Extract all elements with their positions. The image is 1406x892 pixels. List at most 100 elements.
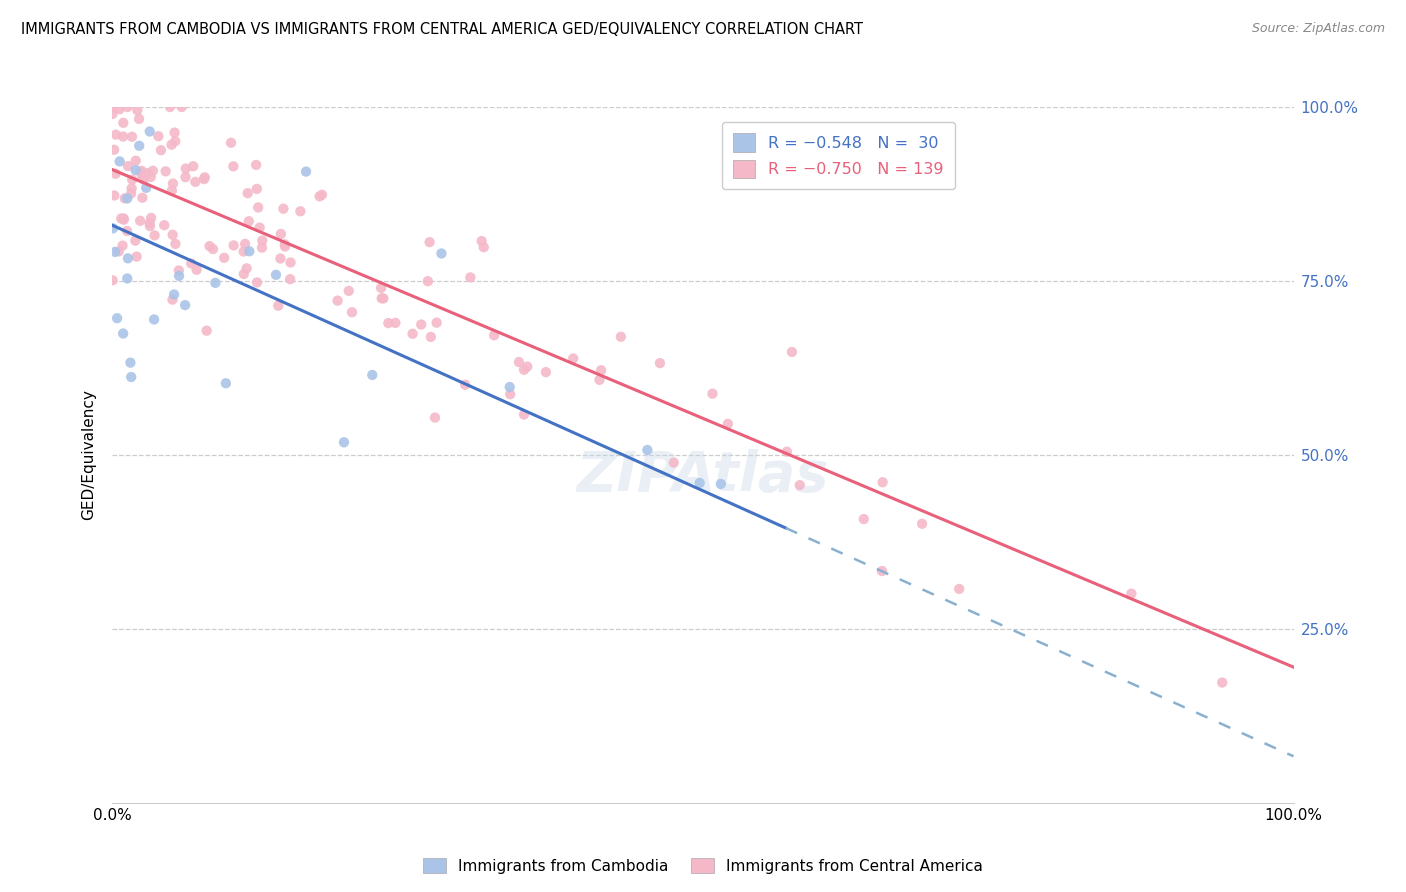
Point [636,442,658,457]
Point [125,250,148,264]
Point [326,293,349,308]
Point [141,211,163,225]
Point [159,100,181,114]
Text: Source: ZipAtlas.com: Source: ZipAtlas.com [1251,22,1385,36]
Point [165,134,187,148]
Text: ZIPAtlas: ZIPAtlas [576,449,830,503]
Point [108,102,131,116]
Point [128,138,150,153]
Point [246,182,269,196]
Point [186,262,208,277]
Point [245,158,267,172]
Point [128,112,150,126]
Point [108,154,131,169]
Point [273,202,295,216]
Point [1121,587,1143,601]
Point [534,365,557,379]
Point [269,252,291,266]
Point [426,316,449,330]
Point [138,216,160,230]
Point [148,129,170,144]
Point [103,188,125,202]
Point [222,238,245,252]
Point [591,363,613,377]
Point [114,191,136,205]
Point [311,187,333,202]
Point [460,270,482,285]
Point [204,276,226,290]
Point [419,235,441,249]
Point [155,164,177,178]
Point [136,166,159,180]
Point [153,218,176,232]
Point [110,211,132,226]
Point [117,100,139,114]
Point [143,312,166,326]
Point [872,475,894,490]
Point [111,238,134,252]
Point [198,239,221,253]
Point [129,166,152,180]
Point [163,287,186,301]
Point [127,103,149,117]
Point [117,271,139,285]
Point [174,161,197,176]
Point [370,281,392,295]
Point [411,318,433,332]
Point [131,191,153,205]
Point [513,408,536,422]
Point [274,239,297,253]
Point [142,163,165,178]
Point [167,263,190,277]
Point [780,345,803,359]
Point [337,284,360,298]
Point [252,234,274,248]
Point [104,167,127,181]
Point [170,100,193,114]
Point [139,219,162,233]
Point [236,186,259,201]
Point [180,256,202,270]
Point [117,252,139,266]
Point [160,184,183,198]
Point [416,274,439,288]
Point [238,214,260,228]
Point [247,201,270,215]
Legend: R = −0.548   N =  30, R = −0.750   N = 139: R = −0.548 N = 30, R = −0.750 N = 139 [721,122,955,189]
Point [121,129,143,144]
Point [139,169,162,184]
Point [104,128,127,142]
Point [264,268,287,282]
Point [513,363,536,377]
Point [423,410,446,425]
Point [430,246,453,260]
Point [101,107,124,121]
Point [115,191,138,205]
Point [419,330,441,344]
Point [662,456,685,470]
Point [195,324,218,338]
Point [112,129,135,144]
Point [472,240,495,254]
Point [246,276,269,290]
Point [101,100,124,114]
Point [370,291,392,305]
Point [852,512,875,526]
Point [710,477,733,491]
Point [120,356,142,370]
Point [160,137,183,152]
Point [115,224,138,238]
Point [278,272,301,286]
Point [163,126,186,140]
Point [135,181,157,195]
Point [124,234,146,248]
Point [162,227,184,242]
Point [384,316,406,330]
Point [107,244,129,259]
Point [454,377,477,392]
Point [132,172,155,186]
Point [610,330,633,344]
Point [235,261,257,276]
Point [401,326,423,341]
Point [112,211,135,226]
